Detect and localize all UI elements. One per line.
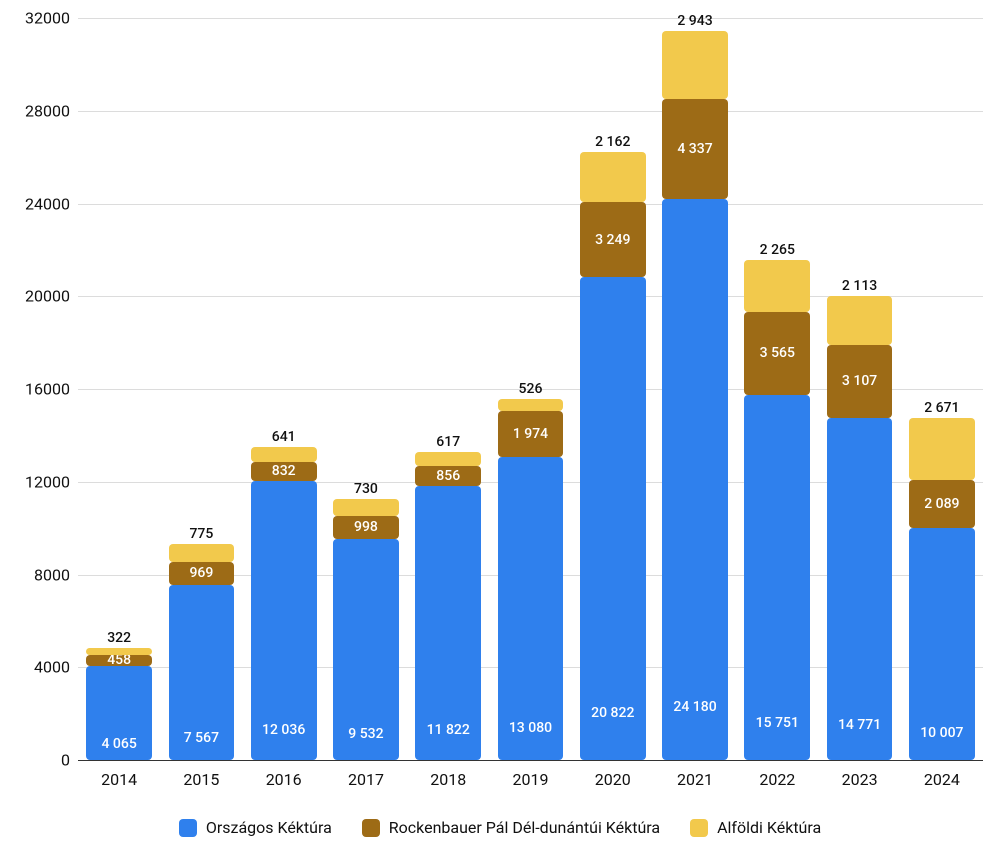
bar-segment-orszagos <box>251 481 317 760</box>
x-axis-labels: 2014 2015 2016 2017 2018 2019 2020 2021 2022 2023… <box>78 770 983 794</box>
bar-group: 14 7713 1072 113 <box>827 296 893 760</box>
bar-value-label: 2 113 <box>842 278 877 294</box>
x-tick-label: 2019 <box>513 770 549 789</box>
x-tick-label: 2021 <box>677 770 713 789</box>
bar-segment-orszagos <box>498 457 564 760</box>
x-tick-label: 2020 <box>595 770 631 789</box>
bar-segment-alfoldi <box>580 152 646 202</box>
y-tick-label: 28000 <box>25 101 70 120</box>
bar-group: 11 822856617 <box>415 452 481 760</box>
legend-swatch <box>690 819 708 837</box>
bar-segment-alfoldi <box>251 447 317 462</box>
legend-swatch <box>362 819 380 837</box>
bar-value-label: 14 771 <box>838 717 881 733</box>
x-tick-label: 2015 <box>183 770 219 789</box>
y-tick-label: 32000 <box>25 9 70 28</box>
bar-group: 13 0801 974526 <box>498 399 564 760</box>
bar-segment-orszagos <box>415 486 481 760</box>
bar-value-label: 11 822 <box>427 722 470 738</box>
bar-value-label: 1 974 <box>513 426 548 442</box>
bar-value-label: 10 007 <box>920 725 963 741</box>
plot-area: 4 065458322 7 567 969 775 12 036 832 641 9 532 9… <box>78 18 983 760</box>
bar-segment-alfoldi <box>169 544 235 562</box>
bar-value-label: 4 065 <box>101 736 136 752</box>
legend-item-orszagos: Országos Kéktúra <box>179 818 332 837</box>
legend-label: Rockenbauer Pál Dél-dunántúi Kéktúra <box>389 818 660 837</box>
bar-group: 10 0072 0892 671 <box>909 418 975 760</box>
x-tick-label: 2014 <box>101 770 137 789</box>
bar-segment-alfoldi <box>86 648 152 655</box>
y-tick-label: 12000 <box>25 472 70 491</box>
bar-value-label: 12 036 <box>262 722 305 738</box>
bar-group: 12 036832641 <box>251 447 317 760</box>
legend-label: Alföldi Kéktúra <box>717 818 821 837</box>
legend-item-rockenbauer: Rockenbauer Pál Dél-dunántúi Kéktúra <box>362 818 660 837</box>
bar-segment-orszagos <box>744 395 810 760</box>
bar-segment-orszagos <box>662 199 728 760</box>
bar-value-label: 998 <box>354 519 378 535</box>
x-tick-label: 2023 <box>842 770 878 789</box>
stacked-bar-chart: 040008000120001600020000240002800032000 … <box>0 0 1000 843</box>
legend-swatch <box>179 819 197 837</box>
legend-item-alfoldi: Alföldi Kéktúra <box>690 818 821 837</box>
bar-value-label: 641 <box>272 429 296 445</box>
bar-value-label: 2 162 <box>595 134 630 150</box>
bar-value-label: 856 <box>436 468 460 484</box>
y-tick-label: 24000 <box>25 194 70 213</box>
bars-container: 4 065458322 7 567 969 775 12 036 832 641 9 532 9… <box>78 18 983 760</box>
bar-group: 7 567969775 <box>169 544 235 760</box>
bar-segment-orszagos <box>827 418 893 761</box>
bar-value-label: 2 671 <box>924 400 959 416</box>
x-tick-label: 2016 <box>266 770 302 789</box>
bar-group: 24 1804 3372 943 <box>662 31 728 760</box>
bar-value-label: 322 <box>107 630 131 646</box>
bar-value-label: 3 565 <box>760 345 795 361</box>
bar-segment-alfoldi <box>662 31 728 99</box>
bar-group: 20 8223 2492 162 <box>580 152 646 760</box>
bar-value-label: 2 089 <box>924 496 959 512</box>
bar-value-label: 2 265 <box>760 242 795 258</box>
bar-segment-alfoldi <box>909 418 975 480</box>
bar-group: 15 7513 5652 265 <box>744 260 810 760</box>
axis-baseline <box>78 760 983 761</box>
bar-value-label: 24 180 <box>673 699 716 715</box>
bar-value-label: 969 <box>189 565 213 581</box>
bar-group: 9 532998730 <box>333 499 399 760</box>
y-tick-label: 0 <box>61 751 70 770</box>
bar-value-label: 4 337 <box>677 141 712 157</box>
bar-value-label: 730 <box>354 481 378 497</box>
bar-segment-alfoldi <box>827 296 893 345</box>
bar-value-label: 2 943 <box>677 13 712 29</box>
bar-value-label: 832 <box>272 463 296 479</box>
bar-segment-alfoldi <box>333 499 399 516</box>
bar-value-label: 526 <box>519 381 543 397</box>
bar-segment-orszagos <box>580 277 646 760</box>
bar-value-label: 13 080 <box>509 720 552 736</box>
y-tick-label: 16000 <box>25 380 70 399</box>
bar-group: 4 065458322 <box>86 648 152 760</box>
bar-segment-alfoldi <box>415 452 481 466</box>
bar-value-label: 3 249 <box>595 232 630 248</box>
x-tick-label: 2017 <box>348 770 384 789</box>
x-tick-label: 2018 <box>430 770 466 789</box>
bar-value-label: 3 107 <box>842 373 877 389</box>
legend-label: Országos Kéktúra <box>206 818 332 837</box>
bar-segment-alfoldi <box>498 399 564 411</box>
bar-value-label: 9 532 <box>348 726 383 742</box>
y-axis-labels: 040008000120001600020000240002800032000 <box>0 0 78 760</box>
bar-value-label: 7 567 <box>184 730 219 746</box>
bar-segment-alfoldi <box>744 260 810 313</box>
bar-value-label: 20 822 <box>591 705 634 721</box>
bar-value-label: 15 751 <box>756 715 799 731</box>
legend: Országos Kéktúra Rockenbauer Pál Dél-duná… <box>0 818 1000 837</box>
y-tick-label: 8000 <box>34 565 70 584</box>
y-tick-label: 20000 <box>25 287 70 306</box>
bar-value-label: 775 <box>189 526 213 542</box>
x-tick-label: 2022 <box>759 770 795 789</box>
y-tick-label: 4000 <box>34 658 70 677</box>
x-tick-label: 2024 <box>924 770 960 789</box>
bar-value-label: 617 <box>436 434 460 450</box>
